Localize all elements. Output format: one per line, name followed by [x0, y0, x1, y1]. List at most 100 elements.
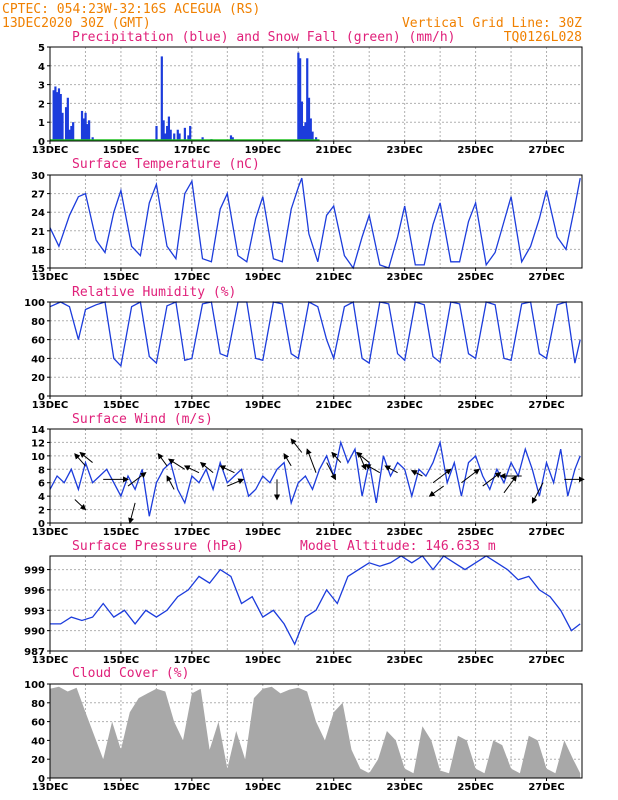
precip-bar: [80, 110, 84, 141]
rh-ytick-label: 80: [31, 317, 45, 328]
wind-xtick-label: 25DEC: [457, 527, 493, 538]
wind-xtick-label: 27DEC: [528, 527, 564, 538]
precip-xtick-label: 21DEC: [316, 145, 352, 156]
precip-bar: [183, 127, 186, 141]
rh-xtick-label: 15DEC: [103, 400, 139, 411]
temp-series-line: [49, 177, 581, 270]
cloud-ytick-label: 60: [31, 718, 45, 729]
precip-xtick-label: 13DEC: [32, 145, 68, 156]
temp-ytick-label: 15: [31, 264, 45, 275]
precip-bar: [167, 116, 171, 141]
cloud-ytick-label: 0: [38, 774, 45, 785]
precip-bar: [160, 56, 163, 141]
precip-bar: [306, 58, 309, 141]
wind-frame: [49, 428, 583, 524]
altitude-label: Model Altitude: 146.633 m: [300, 539, 496, 554]
precip-bar: [309, 118, 312, 141]
rh-series-line: [49, 300, 581, 368]
wind-ytick-label: 14: [31, 425, 45, 436]
pressure-ytick-label: 999: [24, 566, 45, 577]
precip-bar: [315, 137, 318, 141]
cloud-ytick-label: 100: [24, 680, 45, 691]
precip-xtick-label: 27DEC: [528, 145, 564, 156]
precip-xtick-label: 23DEC: [386, 145, 422, 156]
pressure-xtick-label: 27DEC: [528, 655, 564, 666]
precip-xtick-label: 17DEC: [174, 145, 210, 156]
temp-ytick-label: 18: [31, 245, 45, 256]
temp-xtick-label: 17DEC: [174, 272, 210, 283]
pressure-ytick-label: 996: [24, 586, 45, 597]
wind-ytick-label: 2: [38, 506, 45, 517]
precip-frame: [49, 46, 583, 142]
wind-ytick-label: 12: [31, 438, 45, 449]
rh-ytick-label: 60: [31, 336, 45, 347]
wind-vector-arrow: [410, 470, 423, 477]
cloud-frame: [49, 683, 583, 779]
rh-xtick-label: 21DEC: [316, 400, 352, 411]
wind-vector-arrow: [227, 478, 245, 487]
cloud-ytick-label: 20: [31, 755, 45, 766]
temp-xtick-label: 23DEC: [386, 272, 422, 283]
rh-ytick-label: 100: [24, 298, 45, 309]
precip-bar: [57, 88, 61, 141]
wind-ytick-label: 8: [38, 465, 45, 476]
wind-vector-arrow: [364, 464, 381, 474]
precip-bar: [300, 101, 304, 141]
wind-vector-arrow: [326, 462, 336, 481]
precip-bar: [88, 120, 91, 141]
cloud-area: [50, 686, 581, 778]
precip-bar: [187, 135, 190, 141]
rh-xtick-label: 27DEC: [528, 400, 564, 411]
wind-series-line: [49, 439, 581, 517]
precip-bar: [189, 125, 192, 141]
precip-bar: [201, 137, 204, 141]
grid-note-header: Vertical Grid Line: 30Z: [402, 16, 582, 31]
wind-vector-arrow: [74, 453, 86, 467]
pressure-ytick-label: 987: [24, 647, 45, 658]
temp-panel: 15 18 21 24 27 30 13DEC 15DEC 17DEC 19DEC 21DEC 23D…: [31, 171, 583, 283]
wind-vector-arrow: [290, 438, 303, 453]
temp-xtick-label: 19DEC: [245, 272, 281, 283]
precip-bar: [86, 124, 89, 141]
rh-title: Relative Humidity (%): [72, 285, 236, 300]
pressure-xtick-label: 23DEC: [386, 655, 422, 666]
cloud-title: Cloud Cover (%): [72, 666, 189, 681]
pressure-ytick-label: 993: [24, 606, 45, 617]
temp-ytick-label: 27: [31, 190, 45, 201]
wind-ytick-label: 6: [38, 479, 45, 490]
cloud-xtick-label: 23DEC: [386, 782, 422, 793]
precip-bar: [56, 92, 59, 141]
rh-ytick-label: 40: [31, 354, 45, 365]
wind-ytick-label: 10: [31, 452, 45, 463]
wind-vector-arrow: [219, 465, 235, 474]
precip-ytick-label: 0: [38, 137, 45, 148]
pressure-frame: [49, 555, 583, 652]
wind-xtick-label: 23DEC: [386, 527, 422, 538]
cloud-xtick-label: 15DEC: [103, 782, 139, 793]
datetime-header: 13DEC2020 30Z (GMT): [2, 16, 151, 31]
temp-xtick-label: 15DEC: [103, 272, 139, 283]
precip-xtick-label: 25DEC: [457, 145, 493, 156]
wind-vector-arrow: [127, 472, 147, 487]
rh-panel: 0 20 40 60 80 100 13DEC 15DEC 17DEC 19DEC 21DEC 23D…: [24, 298, 583, 411]
precip-bar: [54, 86, 57, 141]
precip-bar: [231, 137, 234, 141]
wind-vector-arrow: [157, 453, 168, 467]
precip-bar: [169, 129, 172, 141]
cloud-ytick-label: 40: [31, 736, 45, 747]
temp-frame: [49, 174, 583, 269]
wind-vector-arrow: [283, 452, 292, 467]
wind-xtick-label: 13DEC: [32, 527, 68, 538]
temp-xtick-label: 21DEC: [316, 272, 352, 283]
cloud-xtick-label: 21DEC: [316, 782, 352, 793]
rh-frame: [49, 301, 583, 397]
wind-vector-arrow: [384, 465, 398, 474]
cloud-xtick-label: 13DEC: [32, 782, 68, 793]
pressure-panel: 987 990 993 996 999 13DEC 15DEC 17DEC 19DEC 21DEC…: [24, 555, 583, 666]
wind-vector-arrow: [461, 468, 480, 484]
cloud-xtick-label: 17DEC: [174, 782, 210, 793]
precip-bar: [229, 135, 233, 141]
precip-bar: [304, 122, 307, 141]
